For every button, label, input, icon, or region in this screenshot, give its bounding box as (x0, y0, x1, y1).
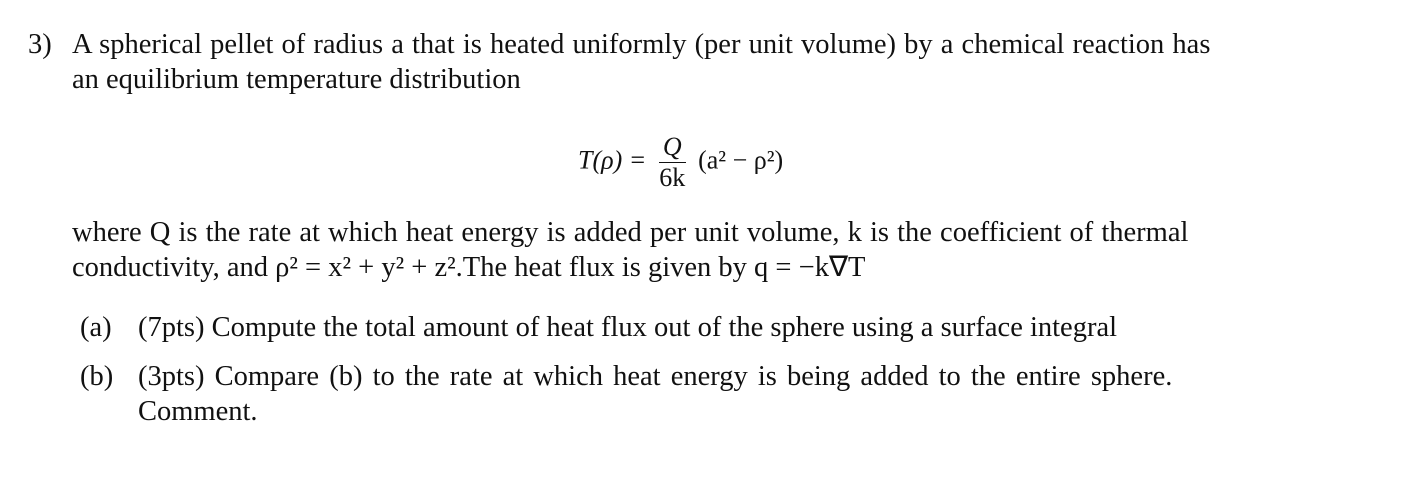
denominator: 6k (659, 162, 686, 192)
where-line-2: conductivity, and ρ² = x² + y² + z².The … (72, 252, 866, 283)
part-b-label: (b) (80, 361, 114, 392)
part-b-text: (3pts) Compare (b) to the rate at which … (138, 361, 1173, 392)
equation-fraction: Q 6k (658, 132, 686, 193)
numerator: Q (658, 132, 686, 163)
intro-line-1: A spherical pellet of radius a that is h… (72, 29, 1211, 60)
where-line-1: where Q is the rate at which heat energy… (72, 217, 1189, 248)
part-a-label: (a) (80, 312, 112, 343)
equation-lhs: T(ρ) = (578, 145, 647, 175)
problem-number: 3) (28, 29, 52, 60)
equation: T(ρ) = Q 6k (a² − ρ²) (578, 132, 783, 193)
part-b-text-2: Comment. (138, 396, 258, 427)
part-a-text: (7pts) Compute the total amount of heat … (138, 312, 1118, 343)
intro-line-2: an equilibrium temperature distribution (72, 64, 521, 95)
equation-rhs: (a² − ρ²) (698, 145, 784, 175)
intro-text: A spherical pellet of radius a that is h… (72, 29, 1211, 60)
